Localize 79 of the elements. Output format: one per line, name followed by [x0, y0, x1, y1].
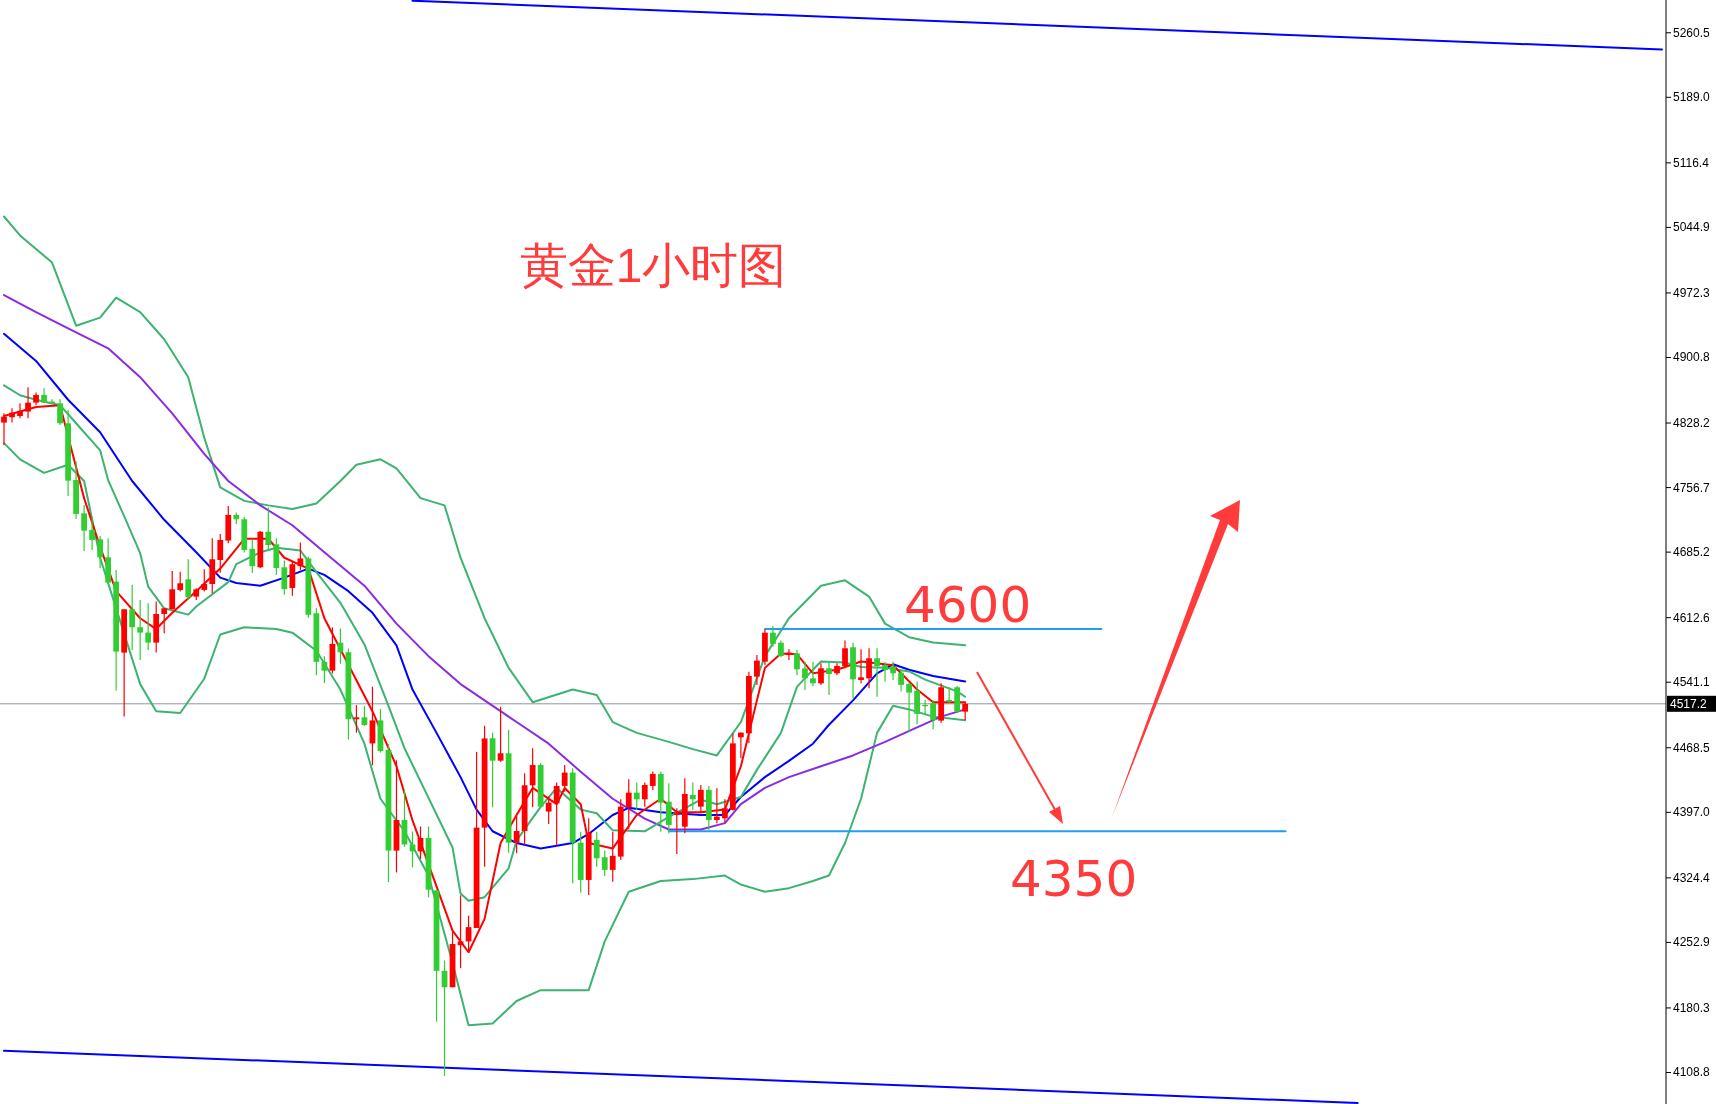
candlestick	[713, 787, 720, 824]
candlestick	[866, 647, 872, 689]
candlestick	[906, 682, 912, 733]
y-tick-label: 5189.0	[1673, 90, 1711, 105]
candlestick	[593, 831, 600, 868]
candlestick	[898, 669, 904, 693]
annotation: 4600	[904, 576, 1032, 634]
candlestick	[145, 602, 152, 651]
candlestick	[129, 584, 136, 651]
candlestick	[770, 625, 776, 648]
candlestick	[633, 782, 640, 811]
y-tick-label: 4685.2	[1673, 545, 1711, 560]
candlestick	[754, 654, 760, 686]
candlestick	[497, 706, 504, 763]
y-tick-label: 4252.9	[1673, 935, 1711, 950]
candlestick	[721, 798, 728, 824]
text: 黄金1小时图	[519, 239, 787, 292]
y-tick-label: 4108.8	[1673, 1065, 1711, 1080]
y-tick-label: 4756.7	[1673, 480, 1711, 495]
y-tick-label: 5116.4	[1673, 155, 1710, 170]
candlestick	[673, 807, 680, 855]
candlestick	[185, 558, 192, 601]
y-tick-label: 4397.0	[1673, 805, 1711, 820]
candlestick	[802, 661, 808, 691]
ref-line-label: 4517.2	[1670, 696, 1708, 711]
candlestick	[826, 661, 832, 696]
candlestick	[561, 764, 568, 793]
candlestick	[794, 649, 800, 676]
candlestick	[874, 647, 880, 698]
candlestick	[689, 782, 696, 811]
candlestick	[601, 849, 608, 877]
candlestick	[914, 680, 920, 725]
candlestick	[97, 535, 103, 569]
y-tick-label: 4612.6	[1673, 610, 1711, 625]
candlestick	[649, 771, 656, 791]
candlestick	[353, 704, 360, 734]
candlestick	[545, 796, 552, 825]
candlestick	[137, 599, 144, 661]
candlestick	[177, 571, 184, 593]
candlestick	[665, 782, 672, 834]
candlestick	[609, 831, 616, 883]
y-tick-label: 5260.5	[1673, 25, 1711, 40]
y-tick-label: 4972.3	[1673, 285, 1711, 300]
candlestick	[201, 568, 208, 593]
candlestick	[930, 699, 936, 730]
candlestick	[697, 784, 704, 814]
candlestick	[858, 648, 864, 684]
candlestick	[169, 570, 176, 610]
y-tick-label: 4541.1	[1673, 675, 1711, 690]
candlestick	[361, 705, 368, 727]
candlestick	[89, 516, 95, 551]
candlestick	[289, 560, 296, 597]
candlestick	[890, 661, 896, 681]
candlestick	[882, 661, 888, 683]
annotation: 4350	[1010, 850, 1138, 908]
candlestick	[818, 662, 824, 686]
y-tick-label: 4468.5	[1673, 740, 1711, 755]
y-tick-label: 5044.9	[1673, 220, 1711, 235]
candlestick	[217, 533, 224, 574]
candlestick	[513, 815, 520, 854]
candlestick	[641, 782, 648, 808]
y-tick-label: 4900.8	[1673, 350, 1711, 365]
candlestick	[161, 607, 168, 634]
candlestick	[553, 782, 560, 846]
y-tick-label: 4180.3	[1673, 1000, 1711, 1015]
candlestick	[249, 538, 256, 574]
y-tick-label: 4828.2	[1673, 416, 1711, 431]
candlestick	[946, 686, 953, 704]
candlestick	[81, 504, 87, 552]
candlestick	[273, 537, 280, 576]
candlestick	[297, 541, 304, 571]
candlestick	[625, 778, 632, 830]
candlestick	[842, 640, 848, 669]
candlestick	[810, 661, 816, 687]
candlestick	[529, 747, 536, 808]
candlestick	[57, 398, 63, 426]
y-tick-label: 4324.4	[1673, 870, 1711, 885]
candlestick	[265, 506, 272, 550]
candlestick	[281, 559, 288, 596]
